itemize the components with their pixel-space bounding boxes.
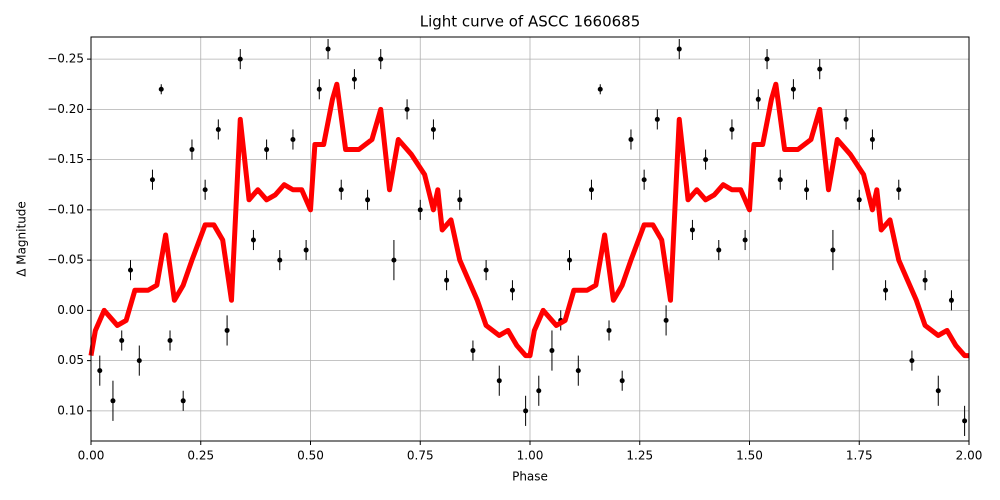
data-point: [689, 227, 695, 233]
data-point: [404, 106, 410, 112]
x-tick-label: 0.00: [78, 449, 105, 463]
data-point: [729, 126, 735, 132]
data-point: [189, 147, 195, 153]
data-point: [742, 237, 748, 243]
data-point: [215, 126, 221, 132]
data-point: [325, 46, 331, 52]
x-tick-label: 1.50: [736, 449, 763, 463]
data-point: [641, 177, 647, 183]
data-point: [843, 116, 849, 122]
data-point: [290, 137, 296, 143]
data-point: [202, 187, 208, 193]
data-point: [597, 86, 603, 92]
data-point: [588, 187, 594, 193]
data-point: [935, 388, 941, 394]
data-point: [663, 317, 669, 323]
data-point: [444, 277, 450, 283]
y-tick-label: −0.20: [47, 102, 84, 116]
data-point: [909, 358, 915, 364]
data-point: [856, 197, 862, 203]
y-tick-label: −0.05: [47, 253, 84, 267]
data-point: [158, 86, 164, 92]
data-point: [764, 56, 770, 62]
data-point: [149, 177, 155, 183]
y-axis-label: Δ Magnitude: [15, 201, 29, 277]
data-point: [883, 287, 889, 293]
data-point: [237, 56, 243, 62]
data-point: [962, 418, 968, 424]
data-point: [250, 237, 256, 243]
data-point: [264, 147, 270, 153]
x-tick-label: 0.25: [187, 449, 214, 463]
y-tick-label: −0.25: [47, 52, 84, 66]
plot-frame: [90, 36, 970, 442]
data-point: [483, 267, 489, 273]
data-point: [790, 86, 796, 92]
data-point: [365, 197, 371, 203]
x-tick-label: 1.00: [517, 449, 544, 463]
data-point: [128, 267, 134, 273]
data-point: [224, 327, 230, 333]
data-point: [628, 137, 634, 143]
data-point: [654, 116, 660, 122]
data-point: [110, 398, 116, 404]
data-point: [457, 197, 463, 203]
data-point: [703, 157, 709, 163]
data-point: [536, 388, 542, 394]
data-point: [606, 327, 612, 333]
y-tick-label: 0.00: [57, 303, 84, 317]
data-point: [351, 76, 357, 82]
data-point: [523, 408, 529, 414]
data-point: [922, 277, 928, 283]
data-point: [817, 66, 823, 72]
data-point: [316, 86, 322, 92]
data-point: [303, 247, 309, 253]
data-point: [896, 187, 902, 193]
data-point: [97, 368, 103, 374]
x-tick-label: 1.25: [626, 449, 653, 463]
x-axis-label: Phase: [512, 470, 548, 484]
data-point: [676, 46, 682, 52]
x-tick-label: 2.00: [956, 449, 983, 463]
data-point: [777, 177, 783, 183]
data-point: [549, 348, 555, 354]
data-point: [470, 348, 476, 354]
data-point: [180, 398, 186, 404]
data-point: [391, 257, 397, 263]
data-point: [869, 137, 875, 143]
data-point: [830, 247, 836, 253]
data-point: [417, 207, 423, 213]
data-point: [136, 358, 142, 364]
data-point: [119, 338, 125, 344]
y-tick-label: −0.10: [47, 202, 84, 216]
data-point: [430, 126, 436, 132]
y-tick-label: −0.15: [47, 152, 84, 166]
data-point: [755, 96, 761, 102]
data-point: [948, 297, 954, 303]
binned-curve: [88, 81, 969, 359]
data-point: [338, 187, 344, 193]
x-tick-label: 0.50: [297, 449, 324, 463]
data-point: [509, 287, 515, 293]
data-point: [567, 257, 573, 263]
data-point: [378, 56, 384, 62]
data-point: [167, 338, 173, 344]
data-point: [619, 378, 625, 384]
y-tick-label: 0.10: [57, 403, 84, 417]
data-point: [575, 368, 581, 374]
data-point: [277, 257, 283, 263]
y-tick-label: 0.05: [57, 353, 84, 367]
x-tick-label: 1.75: [846, 449, 873, 463]
chart-title: Light curve of ASCC 1660685: [420, 13, 641, 31]
data-point: [716, 247, 722, 253]
data-point: [804, 187, 810, 193]
data-point: [496, 378, 502, 384]
x-tick-label: 0.75: [407, 449, 434, 463]
